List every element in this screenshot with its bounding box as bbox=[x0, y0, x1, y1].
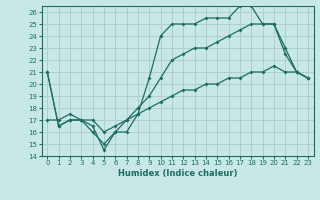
X-axis label: Humidex (Indice chaleur): Humidex (Indice chaleur) bbox=[118, 169, 237, 178]
